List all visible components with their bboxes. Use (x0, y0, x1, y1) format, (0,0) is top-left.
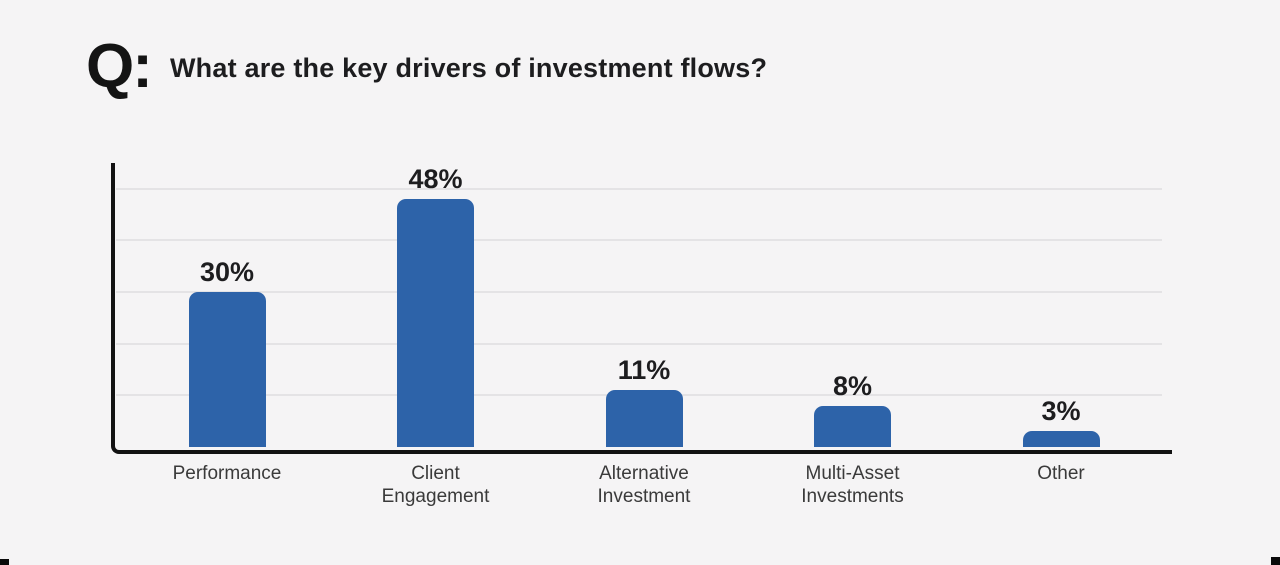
value-label: 11% (617, 355, 671, 386)
gridline-50pct (116, 187, 1162, 190)
category-label: Alternative Investment (597, 463, 691, 507)
bar-alternative-investment (605, 390, 683, 447)
category-label: Client Engagement (381, 463, 490, 507)
category-label: Multi-Asset Investments (801, 463, 904, 507)
bottom-right-mark (1271, 557, 1280, 565)
bar-client-engagement (397, 198, 474, 447)
category-label: Other (1037, 463, 1085, 484)
category-label: Performance (172, 463, 282, 484)
value-label: 8% (832, 370, 873, 401)
value-label: 30% (199, 256, 255, 287)
gridline-20pct (116, 342, 1162, 345)
bar-performance (188, 291, 266, 447)
bar-multi-asset-investments (814, 405, 891, 447)
bottom-left-mark (0, 559, 9, 565)
gridline-40pct (116, 239, 1162, 242)
chart-title: What are the key drivers of investment f… (170, 53, 768, 83)
value-label: 3% (1041, 396, 1081, 427)
question-prefix: Q: (86, 32, 153, 101)
bar-other (1022, 431, 1100, 447)
gridline-30pct (116, 290, 1162, 293)
value-label: 48% (408, 163, 463, 194)
